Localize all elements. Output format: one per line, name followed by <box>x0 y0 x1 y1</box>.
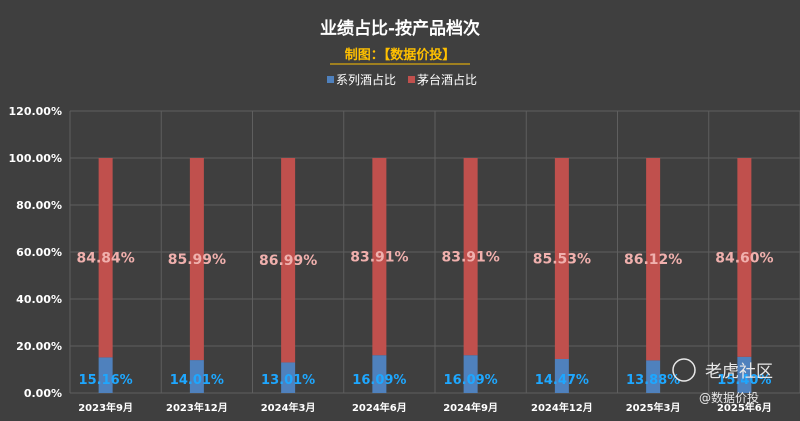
bar-series-1 <box>646 360 661 393</box>
bar-series-1 <box>463 355 478 393</box>
legend-label-series-1: 系列酒占比 <box>336 72 396 87</box>
data-label-series-2: 83.91% <box>350 250 408 266</box>
x-tick-label: 2024年9月 <box>443 401 498 414</box>
x-axis: 2023年9月 2023年12月 2024年3月 2024年6月 2024年9月 2024… <box>78 401 772 414</box>
y-tick-label: 40.00% <box>16 293 62 306</box>
data-label-series-2: 83.91% <box>441 250 499 266</box>
x-tick-label: 2024年12月 <box>531 401 593 414</box>
tiger-logo-icon <box>672 358 696 382</box>
bar-series-2 <box>737 158 752 357</box>
y-tick-label: 60.00% <box>16 246 62 259</box>
bar-series-1 <box>737 356 752 393</box>
bar-series-2 <box>463 158 478 356</box>
x-tick-label: 2025年3月 <box>626 401 681 414</box>
legend-swatch-series-1 <box>327 76 334 83</box>
data-label-series-1: 15.16% <box>79 373 133 388</box>
x-tick-label: 2025年6月 <box>717 401 772 414</box>
data-label-series-2: 85.99% <box>168 252 226 268</box>
data-label-series-1: 13.01% <box>261 373 315 388</box>
bar-series-2 <box>372 158 387 356</box>
bar-series-1 <box>189 360 204 393</box>
y-tick-label: 100.00% <box>9 152 62 165</box>
y-tick-label: 20.00% <box>16 340 62 353</box>
data-label-series-2: 84.84% <box>76 251 134 267</box>
bar-series-2 <box>554 158 569 359</box>
bars <box>98 158 752 393</box>
data-label-series-2: 86.99% <box>259 253 317 269</box>
x-tick-label: 2024年6月 <box>352 401 407 414</box>
data-label-series-1: 16.09% <box>444 373 498 388</box>
bar-series-2 <box>646 158 661 361</box>
bar-series-2 <box>189 158 204 361</box>
data-label-series-2: 85.53% <box>533 251 591 267</box>
legend: 系列酒占比 茅台酒占比 <box>327 72 477 87</box>
bar-series-1 <box>554 358 569 393</box>
y-tick-label: 0.00% <box>24 387 62 400</box>
data-labels: 84.84% 15.16% 85.99% 14.01% 86.99% 13.01% 83.9… <box>76 250 773 388</box>
y-tick-label: 120.00% <box>9 105 62 118</box>
bar-series-2 <box>281 158 296 363</box>
data-label-series-1: 15.40% <box>717 373 771 388</box>
watermark-brand: 老虎社区 <box>705 362 773 382</box>
x-tick-label: 2023年9月 <box>78 401 133 414</box>
bar-series-2 <box>98 158 113 358</box>
data-label-series-1: 13.88% <box>626 373 680 388</box>
y-axis: 0.00% 20.00% 40.00% 60.00% 80.00% 100.00% 120.… <box>9 105 62 400</box>
bar-series-1 <box>98 357 113 393</box>
chart-title: 业绩占比-按产品档次 <box>320 18 480 39</box>
watermark-handle: @数据价投 <box>699 390 759 405</box>
data-label-series-1: 14.47% <box>535 373 589 388</box>
chart-subtitle: 制图：【数据价投】 <box>345 47 456 63</box>
data-label-series-2: 84.60% <box>715 250 773 266</box>
bar-series-1 <box>281 362 296 393</box>
legend-label-series-2: 茅台酒占比 <box>417 72 477 87</box>
x-tick-label: 2024年3月 <box>261 401 316 414</box>
data-label-series-2: 86.12% <box>624 252 682 268</box>
bar-series-1 <box>372 355 387 393</box>
legend-swatch-series-2 <box>408 76 415 83</box>
watermark: 老虎社区 @数据价投 <box>672 358 773 405</box>
data-label-series-1: 16.09% <box>352 373 406 388</box>
data-label-series-1: 14.01% <box>170 373 224 388</box>
x-tick-label: 2023年12月 <box>166 401 228 414</box>
y-tick-label: 80.00% <box>16 199 62 212</box>
